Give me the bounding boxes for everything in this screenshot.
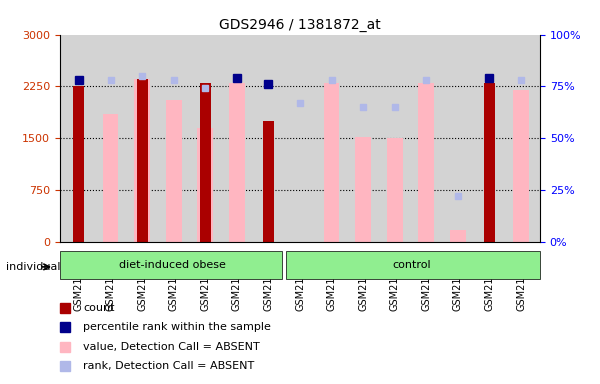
Text: percentile rank within the sample: percentile rank within the sample — [83, 322, 271, 332]
Bar — [387, 138, 403, 242]
Bar — [513, 90, 529, 242]
Bar — [137, 79, 148, 242]
Title: GDS2946 / 1381872_at: GDS2946 / 1381872_at — [219, 18, 381, 32]
Bar — [484, 83, 495, 242]
Bar — [323, 83, 340, 242]
Text: diet-induced obese: diet-induced obese — [119, 260, 226, 270]
Text: control: control — [392, 260, 431, 270]
Bar — [229, 83, 245, 242]
Text: count: count — [83, 303, 115, 313]
Text: rank, Detection Call = ABSENT: rank, Detection Call = ABSENT — [83, 361, 254, 371]
Text: individual: individual — [6, 262, 61, 272]
Bar — [60, 251, 281, 279]
Bar — [197, 128, 213, 242]
Bar — [166, 100, 182, 242]
Bar — [103, 114, 118, 242]
Text: value, Detection Call = ABSENT: value, Detection Call = ABSENT — [83, 342, 260, 352]
Bar — [134, 79, 150, 242]
Bar — [450, 230, 466, 242]
Bar — [200, 83, 211, 242]
Bar — [355, 137, 371, 242]
Bar — [263, 121, 274, 242]
Bar — [286, 251, 540, 279]
Bar — [73, 86, 85, 242]
Bar — [418, 83, 434, 242]
